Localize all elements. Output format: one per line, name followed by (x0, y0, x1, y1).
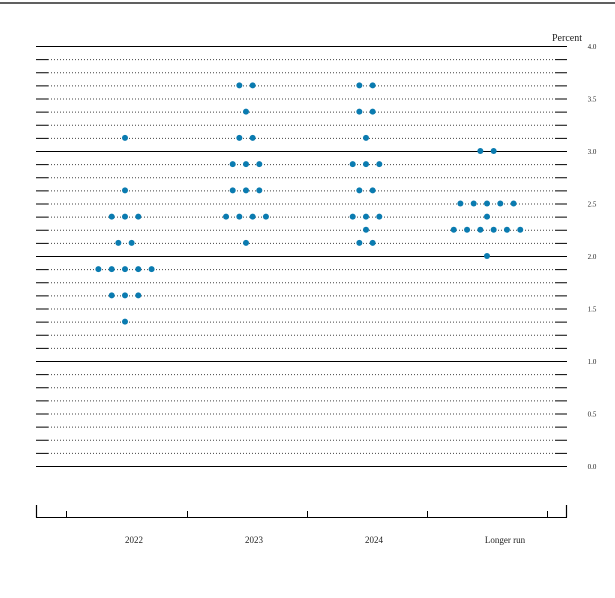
dot (243, 239, 249, 246)
dot (148, 266, 155, 273)
dot (450, 226, 457, 233)
dot (363, 213, 369, 220)
x-tick-label: 2023 (245, 535, 264, 545)
dot (484, 253, 490, 259)
y-tick-label: 4.0 (588, 43, 597, 51)
dot (236, 82, 243, 89)
dot (128, 239, 135, 246)
y-tick-label: 2.0 (588, 253, 597, 261)
dot (229, 161, 236, 168)
dot (490, 226, 497, 233)
dot (484, 213, 490, 220)
y-tick-label: 2.5 (588, 201, 597, 209)
dot (135, 266, 142, 273)
x-tick-label: 2024 (365, 535, 384, 545)
dot (363, 161, 369, 168)
dot (477, 148, 484, 154)
dot (376, 161, 383, 168)
dot (223, 213, 230, 220)
y-tick-label: 3.5 (588, 96, 597, 104)
y-tick-label: 0.0 (588, 463, 597, 471)
dot (349, 161, 356, 168)
dot (122, 292, 128, 299)
dot (376, 213, 383, 220)
dot (108, 266, 115, 273)
dot (477, 226, 484, 233)
dot (108, 213, 115, 220)
dot (122, 187, 128, 194)
dot (464, 226, 471, 233)
dot (249, 213, 256, 220)
dot (517, 226, 524, 233)
dot (249, 82, 256, 89)
dot (243, 187, 249, 194)
dot (356, 187, 363, 194)
y-tick-label: 3.0 (588, 148, 597, 156)
dot (236, 134, 243, 141)
dot (95, 266, 102, 273)
dot (484, 200, 490, 207)
dot (356, 239, 363, 246)
dot (369, 108, 376, 115)
dot (135, 292, 142, 299)
dot (503, 226, 510, 233)
dot (369, 187, 376, 194)
dot (122, 134, 128, 141)
y-tick-label: 0.5 (588, 411, 597, 419)
dot (356, 82, 363, 89)
dot (510, 200, 517, 207)
y-tick-label: 1.0 (588, 358, 597, 366)
dot (262, 213, 269, 220)
dot (369, 82, 376, 89)
dot (356, 108, 363, 115)
dot (363, 134, 369, 141)
dot (470, 200, 477, 207)
dot (349, 213, 356, 220)
x-tick-label: Longer run (485, 535, 526, 545)
dot (122, 318, 128, 325)
dot (115, 239, 122, 246)
dot (135, 213, 142, 220)
dot (490, 148, 497, 154)
dot (363, 226, 369, 233)
dot (256, 161, 263, 168)
dot (122, 266, 128, 273)
dot (457, 200, 464, 207)
dot (243, 108, 249, 115)
dot (236, 213, 243, 220)
dot (108, 292, 115, 299)
dot (229, 187, 236, 194)
dot (369, 239, 376, 246)
x-tick-label: 2022 (125, 535, 143, 545)
dot (243, 161, 249, 168)
y-tick-label: 1.5 (588, 306, 597, 314)
dot (497, 200, 504, 207)
y-axis-label: Percent (552, 33, 582, 44)
dot (249, 134, 256, 141)
dot (122, 213, 128, 220)
dot (256, 187, 263, 194)
